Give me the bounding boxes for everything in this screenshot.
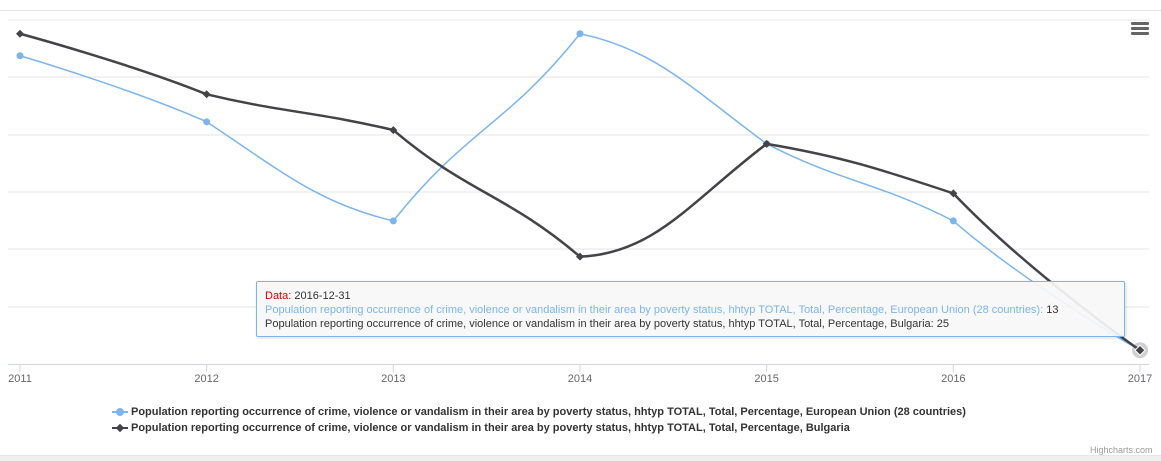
hamburger-menu-icon[interactable] bbox=[1131, 22, 1149, 38]
grid-lines bbox=[8, 19, 1149, 308]
data-point[interactable] bbox=[762, 139, 771, 148]
tooltip-eu-value: 13 bbox=[1046, 304, 1059, 316]
tooltip-eu-text: Population reporting occurrence of crime… bbox=[265, 304, 1044, 316]
data-point[interactable] bbox=[202, 90, 211, 99]
legend-eu-symbol-icon bbox=[112, 406, 128, 418]
data-point[interactable] bbox=[16, 29, 24, 38]
series-group bbox=[16, 29, 1148, 359]
x-tick-label: 2016 bbox=[941, 373, 965, 385]
legend-bulgaria-symbol-icon bbox=[112, 422, 128, 434]
data-point[interactable] bbox=[949, 189, 958, 198]
legend-item-bulgaria[interactable]: Population reporting occurrence of crime… bbox=[112, 420, 966, 436]
data-point[interactable] bbox=[203, 118, 211, 126]
x-tick-label: 2014 bbox=[568, 373, 592, 385]
x-tick-label: 2011 bbox=[8, 373, 32, 385]
hovered-data-point[interactable] bbox=[1134, 344, 1146, 356]
tooltip-date-label: Data: bbox=[265, 290, 292, 302]
x-tick-label: 2012 bbox=[194, 373, 218, 385]
x-tick-label: 2017 bbox=[1128, 373, 1152, 385]
tooltip: Data: 2016-12-31 Population reporting oc… bbox=[256, 281, 1125, 337]
line-chart: 2011 2012 2013 2014 2015 2016 2017 bbox=[8, 19, 1152, 385]
tooltip-date-value: 2016-12-31 bbox=[294, 290, 351, 302]
credits[interactable]: Highcharts.com bbox=[1090, 445, 1153, 455]
legend-item-eu[interactable]: Population reporting occurrence of crime… bbox=[112, 404, 966, 420]
x-axis: 2011 2012 2013 2014 2015 2016 2017 bbox=[8, 364, 1152, 385]
legend: Population reporting occurrence of crime… bbox=[112, 404, 966, 436]
data-point[interactable] bbox=[16, 52, 24, 60]
data-point[interactable] bbox=[576, 30, 584, 38]
data-point[interactable] bbox=[389, 126, 398, 135]
data-point[interactable] bbox=[949, 217, 957, 225]
data-point[interactable] bbox=[389, 217, 397, 225]
data-point[interactable] bbox=[576, 252, 584, 261]
tooltip-bg-text: Population reporting occurrence of crime… bbox=[265, 318, 949, 330]
top-border bbox=[0, 10, 1161, 11]
legend-bulgaria-label: Population reporting occurrence of crime… bbox=[131, 422, 850, 434]
x-tick-label: 2013 bbox=[381, 373, 405, 385]
legend-eu-label: Population reporting occurrence of crime… bbox=[131, 406, 966, 418]
bottom-border bbox=[0, 455, 1161, 461]
x-tick-label: 2015 bbox=[754, 373, 778, 385]
